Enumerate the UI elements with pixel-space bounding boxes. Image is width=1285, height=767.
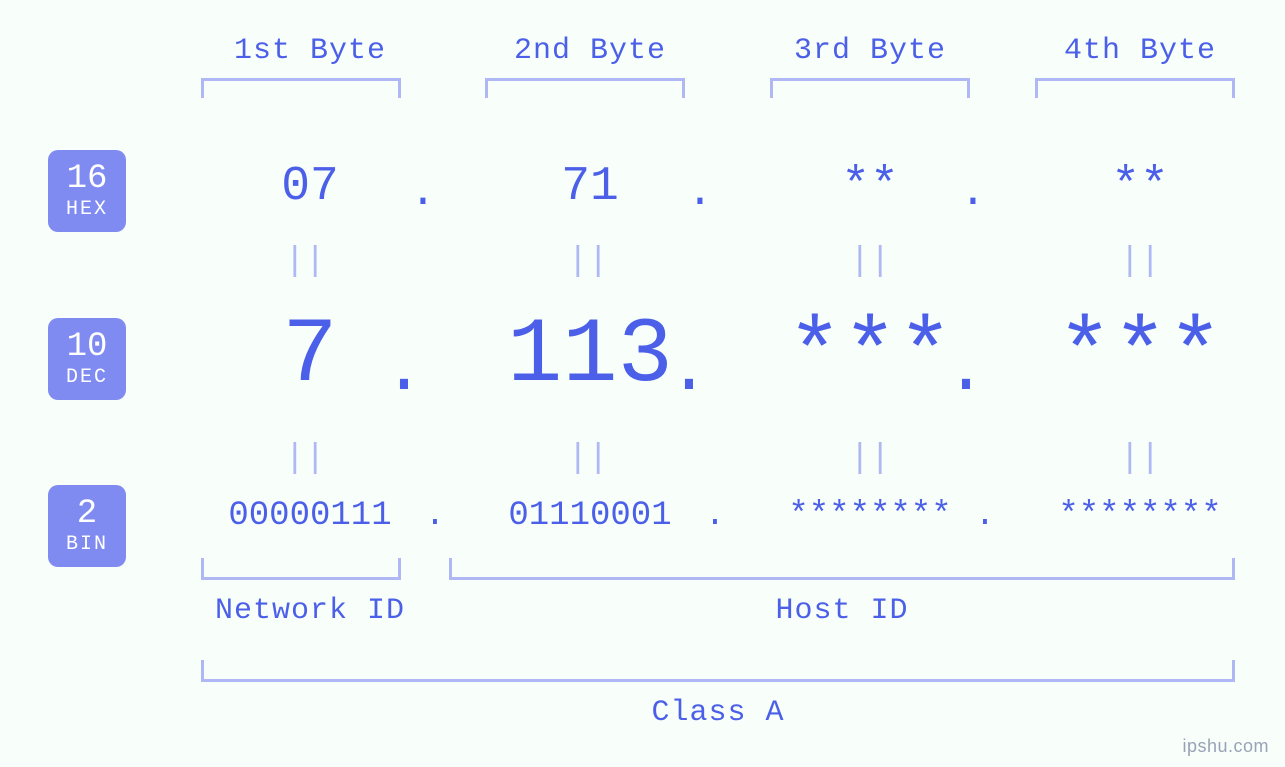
base-badge-hex-num: 16 <box>67 162 108 198</box>
base-badge-dec-txt: DEC <box>66 367 108 388</box>
watermark: ipshu.com <box>1182 736 1269 757</box>
byte1-label: 1st Byte <box>170 34 450 68</box>
hex-dot-2: . <box>685 168 715 218</box>
class-bracket <box>201 660 1235 682</box>
bin-byte3: ******** <box>730 497 1010 535</box>
bin-byte1: 00000111 <box>170 497 450 535</box>
eq-hex-dec-2: || <box>558 243 618 281</box>
host-id-label: Host ID <box>449 594 1235 628</box>
bin-byte4: ******** <box>1000 497 1280 535</box>
bin-dot-3: . <box>970 497 1000 535</box>
byte2-label: 2nd Byte <box>450 34 730 68</box>
ip-diagram: 1st Byte 2nd Byte 3rd Byte 4th Byte 16 H… <box>0 0 1285 767</box>
byte1-top-bracket <box>201 78 401 98</box>
bin-dot-1: . <box>420 497 450 535</box>
eq-dec-bin-4: || <box>1110 440 1170 478</box>
base-badge-hex-txt: HEX <box>66 199 108 220</box>
eq-dec-bin-1: || <box>275 440 335 478</box>
dec-dot-3: . <box>945 332 985 411</box>
base-badge-bin: 2 BIN <box>48 485 126 567</box>
dec-dot-1: . <box>383 332 423 411</box>
dec-dot-2: . <box>668 332 708 411</box>
bin-dot-2: . <box>700 497 730 535</box>
eq-hex-dec-3: || <box>840 243 900 281</box>
byte4-top-bracket <box>1035 78 1235 98</box>
class-label: Class A <box>201 696 1235 730</box>
network-id-label: Network ID <box>170 594 450 628</box>
network-id-bracket <box>201 558 401 580</box>
base-badge-dec: 10 DEC <box>48 318 126 400</box>
eq-dec-bin-3: || <box>840 440 900 478</box>
dec-byte4: *** <box>1000 303 1280 408</box>
bin-byte2: 01110001 <box>450 497 730 535</box>
base-badge-dec-num: 10 <box>67 330 108 366</box>
byte3-label: 3rd Byte <box>730 34 1010 68</box>
host-id-bracket <box>449 558 1235 580</box>
eq-hex-dec-1: || <box>275 243 335 281</box>
hex-dot-3: . <box>958 168 988 218</box>
base-badge-bin-txt: BIN <box>66 534 108 555</box>
eq-dec-bin-2: || <box>558 440 618 478</box>
hex-dot-1: . <box>408 168 438 218</box>
eq-hex-dec-4: || <box>1110 243 1170 281</box>
base-badge-hex: 16 HEX <box>48 150 126 232</box>
base-badge-bin-num: 2 <box>77 497 97 533</box>
byte3-top-bracket <box>770 78 970 98</box>
byte4-label: 4th Byte <box>1000 34 1280 68</box>
byte2-top-bracket <box>485 78 685 98</box>
hex-byte4: ** <box>1000 160 1280 214</box>
